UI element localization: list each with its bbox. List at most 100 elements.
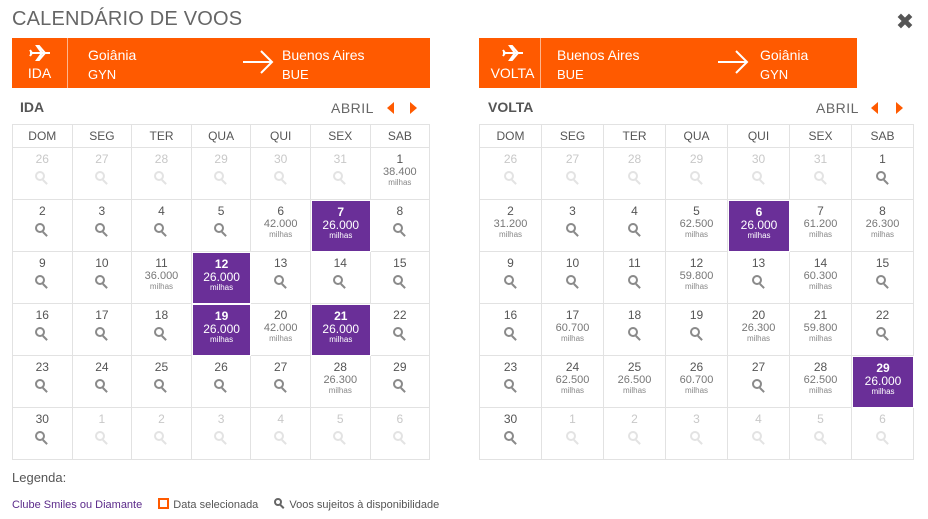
calendar-day[interactable]: 9 [480, 252, 542, 304]
calendar-day[interactable]: 25 26.500 milhas [604, 356, 666, 408]
search-icon[interactable] [35, 275, 49, 289]
calendar-day[interactable]: 23 [13, 356, 73, 408]
calendar-day[interactable]: 28 26.300 milhas [310, 356, 371, 408]
search-icon[interactable] [503, 431, 518, 445]
search-icon[interactable] [154, 379, 168, 393]
calendar-day-selected[interactable]: 29 26.000 milhas [852, 356, 914, 408]
search-icon[interactable] [35, 327, 49, 341]
calendar-day[interactable]: 16 [13, 304, 73, 356]
search-icon[interactable] [94, 379, 109, 393]
search-icon[interactable] [627, 275, 642, 289]
search-icon[interactable] [154, 223, 168, 237]
calendar-day[interactable]: 26 [191, 356, 252, 408]
search-icon[interactable] [94, 223, 109, 237]
calendar-day[interactable]: 1 38.400 milhas [370, 148, 431, 200]
calendar-day[interactable]: 1 [852, 148, 914, 200]
calendar-day[interactable]: 8 [370, 200, 431, 252]
search-icon[interactable] [565, 275, 580, 289]
calendar-day[interactable]: 23 [480, 356, 542, 408]
search-icon[interactable] [214, 379, 228, 393]
calendar-day[interactable]: 4 [604, 200, 666, 252]
calendar-day[interactable]: 27 [251, 356, 311, 408]
calendar-day[interactable]: 13 [728, 252, 790, 304]
search-icon[interactable] [565, 223, 580, 237]
calendar-day[interactable]: 10 [542, 252, 604, 304]
search-icon[interactable] [751, 275, 766, 289]
calendar-day[interactable]: 5 [191, 200, 252, 252]
search-icon[interactable] [875, 327, 890, 341]
calendar-day[interactable]: 14 [310, 252, 371, 304]
calendar-day[interactable]: 20 26.300 milhas [728, 304, 790, 356]
calendar-day[interactable]: 13 [251, 252, 311, 304]
calendar-day-selected[interactable]: 12 26.000 milhas [191, 252, 252, 304]
calendar-day[interactable]: 15 [852, 252, 914, 304]
calendar-day[interactable]: 16 [480, 304, 542, 356]
search-icon[interactable] [503, 275, 518, 289]
search-icon[interactable] [94, 327, 109, 341]
search-icon[interactable] [627, 223, 642, 237]
calendar-day[interactable]: 21 59.800 milhas [790, 304, 852, 356]
calendar-day[interactable]: 26 60.700 milhas [666, 356, 728, 408]
calendar-day[interactable]: 2 [13, 200, 73, 252]
calendar-day[interactable]: 18 [604, 304, 666, 356]
search-icon[interactable] [154, 327, 168, 341]
search-icon[interactable] [503, 379, 518, 393]
calendar-day-selected[interactable]: 7 26.000 milhas [310, 200, 371, 252]
search-icon[interactable] [392, 275, 407, 289]
calendar-day[interactable]: 11 36.000 milhas [132, 252, 192, 304]
calendar-day[interactable]: 17 [72, 304, 133, 356]
search-icon[interactable] [273, 379, 288, 393]
calendar-day[interactable]: 27 [728, 356, 790, 408]
search-icon[interactable] [392, 327, 407, 341]
calendar-day[interactable]: 22 [370, 304, 431, 356]
calendar-day-selected[interactable]: 21 26.000 milhas [310, 304, 371, 356]
search-icon[interactable] [35, 379, 49, 393]
calendar-day[interactable]: 9 [13, 252, 73, 304]
volta-next-month-icon[interactable] [896, 102, 903, 114]
calendar-day[interactable]: 2 31.200 milhas [480, 200, 542, 252]
calendar-day[interactable]: 17 60.700 milhas [542, 304, 604, 356]
calendar-day[interactable]: 15 [370, 252, 431, 304]
search-icon[interactable] [94, 275, 109, 289]
calendar-day[interactable]: 25 [132, 356, 192, 408]
search-icon[interactable] [689, 327, 704, 341]
calendar-day[interactable]: 5 62.500 milhas [666, 200, 728, 252]
calendar-day[interactable]: 3 [542, 200, 604, 252]
calendar-day[interactable]: 8 26.300 milhas [852, 200, 914, 252]
search-icon[interactable] [751, 379, 766, 393]
search-icon[interactable] [392, 223, 407, 237]
search-icon[interactable] [503, 327, 518, 341]
calendar-day[interactable]: 3 [72, 200, 133, 252]
search-icon[interactable] [333, 275, 347, 289]
search-icon[interactable] [35, 223, 49, 237]
calendar-day[interactable]: 11 [604, 252, 666, 304]
calendar-day-selected[interactable]: 6 26.000 milhas [728, 200, 790, 252]
search-icon[interactable] [392, 379, 407, 393]
calendar-day[interactable]: 30 [480, 408, 542, 460]
calendar-day[interactable]: 29 [370, 356, 431, 408]
calendar-day[interactable]: 28 62.500 milhas [790, 356, 852, 408]
search-icon[interactable] [627, 327, 642, 341]
calendar-day[interactable]: 12 59.800 milhas [666, 252, 728, 304]
calendar-day[interactable]: 10 [72, 252, 133, 304]
search-icon[interactable] [875, 171, 890, 185]
ida-prev-month-icon[interactable] [387, 102, 394, 114]
volta-prev-month-icon[interactable] [871, 102, 878, 114]
calendar-day[interactable]: 4 [132, 200, 192, 252]
calendar-day[interactable]: 7 61.200 milhas [790, 200, 852, 252]
calendar-day[interactable]: 18 [132, 304, 192, 356]
search-icon[interactable] [273, 275, 288, 289]
calendar-day[interactable]: 22 [852, 304, 914, 356]
calendar-day[interactable]: 19 [666, 304, 728, 356]
calendar-day[interactable]: 6 42.000 milhas [251, 200, 311, 252]
calendar-day[interactable]: 30 [13, 408, 73, 460]
calendar-day-selected[interactable]: 19 26.000 milhas [191, 304, 252, 356]
search-icon[interactable] [214, 223, 228, 237]
calendar-day[interactable]: 24 62.500 milhas [542, 356, 604, 408]
close-icon[interactable]: ✖ [895, 9, 915, 34]
calendar-day[interactable]: 24 [72, 356, 133, 408]
calendar-day[interactable]: 20 42.000 milhas [251, 304, 311, 356]
search-icon[interactable] [35, 431, 49, 445]
ida-next-month-icon[interactable] [410, 102, 417, 114]
calendar-day[interactable]: 14 60.300 milhas [790, 252, 852, 304]
